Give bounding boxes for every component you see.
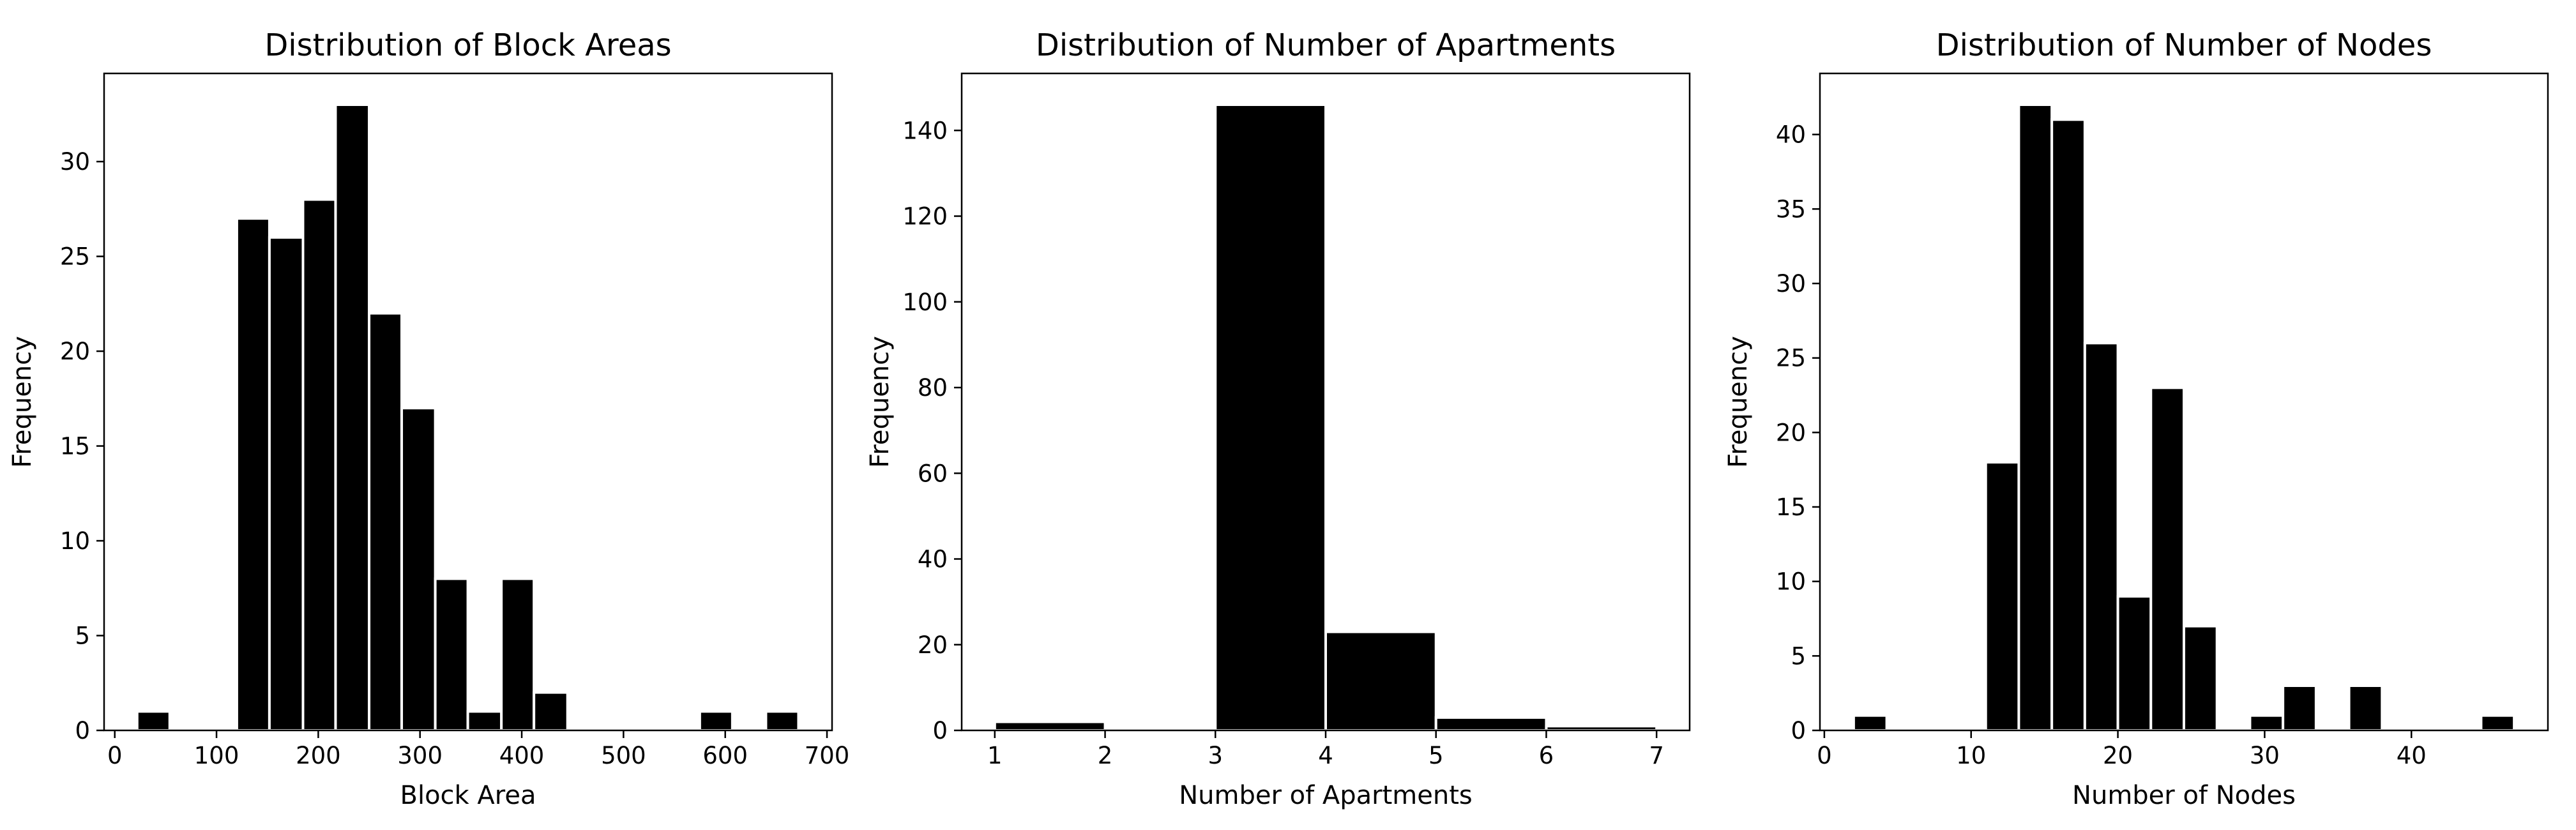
y-tick-label: 30 (60, 148, 90, 176)
histogram-bar (764, 710, 800, 732)
histogram-bar (400, 407, 437, 732)
x-tick-label: 6 (1539, 742, 1554, 769)
y-axis-label: Frequency (8, 336, 37, 468)
histogram-bar (2347, 684, 2384, 732)
x-axis-label: Number of Apartments (1179, 781, 1473, 810)
x-tick-label: 0 (107, 742, 123, 769)
histogram-bar (1852, 714, 1888, 732)
x-tick-label: 500 (601, 742, 646, 769)
x-tick-label: 600 (702, 742, 748, 769)
histogram-bar (993, 720, 1107, 732)
histogram-bar (135, 710, 171, 732)
x-tick-label: 400 (499, 742, 545, 769)
x-tick-label: 5 (1428, 742, 1444, 769)
x-tick-label: 2 (1098, 742, 1113, 769)
histogram-bar (2149, 386, 2186, 732)
histogram-bar (434, 577, 469, 732)
x-tick-label: 100 (194, 742, 239, 769)
x-tick-label: 40 (2397, 742, 2427, 769)
x-axis-label: Number of Nodes (2072, 781, 2296, 810)
chart-number-of-apartments: 1 2 3 4 5 6 7 0 20 40 60 80 100 120 140 Distribution of… (865, 27, 1691, 810)
chart-title: Distribution of Block Areas (264, 27, 671, 63)
histogram-bar (698, 710, 734, 732)
x-tick-label: 30 (2250, 742, 2280, 769)
x-axis-label: Block Area (400, 781, 536, 810)
y-tick-label: 10 (60, 527, 90, 555)
histogram-bar (1984, 461, 2020, 732)
histogram-bar (1214, 103, 1327, 732)
y-tick-label: 5 (1791, 642, 1806, 670)
y-tick-label: 25 (60, 243, 90, 271)
histogram-bar (1434, 716, 1548, 732)
y-tick-label: 0 (932, 717, 948, 744)
y-tick-label: 30 (1776, 270, 1806, 298)
y-tick-label: 100 (902, 289, 948, 316)
y-tick-label: 15 (60, 433, 90, 460)
y-tick-label: 25 (1776, 345, 1806, 372)
x-tick-label: 300 (397, 742, 443, 769)
histogram-bar (2116, 595, 2153, 732)
y-tick-label: 80 (918, 374, 948, 402)
histogram-bar (368, 312, 404, 732)
y-axis-label: Frequency (865, 336, 895, 468)
histogram-bar (2183, 624, 2218, 732)
histogram-bar (301, 198, 337, 732)
histogram-bar (1324, 630, 1437, 732)
y-tick-label: 40 (1776, 121, 1806, 149)
x-tick-label: 3 (1208, 742, 1223, 769)
histogram-bar (500, 577, 536, 732)
histogram-bar (2050, 118, 2086, 732)
axes-frame (103, 72, 833, 732)
axes-frame (1819, 72, 2549, 732)
y-tick-label: 0 (75, 717, 90, 744)
x-tick-label: 4 (1318, 742, 1333, 769)
x-tick-label: 10 (1956, 742, 1986, 769)
chart-block-areas: 0 100 200 300 400 500 600 700 0 5 10 15 20 25 30 Distri… (8, 27, 849, 810)
y-tick-label: 15 (1776, 494, 1806, 521)
x-tick-label: 700 (805, 742, 850, 769)
histogram-bar (235, 217, 271, 732)
x-tick-label: 20 (2103, 742, 2133, 769)
y-tick-label: 140 (902, 117, 948, 144)
y-axis-label: Frequency (1724, 336, 1753, 468)
y-tick-label: 35 (1776, 195, 1806, 223)
chart-number-of-nodes: 0 10 20 30 40 0 5 10 15 20 25 30 35 40 Distribution of… (1724, 27, 2549, 810)
x-tick-label: 0 (1817, 742, 1832, 769)
histogram-bar (466, 710, 503, 732)
histogram-bar (268, 236, 305, 732)
histogram-bar (2083, 342, 2119, 732)
y-tick-label: 10 (1776, 568, 1806, 596)
chart-title: Distribution of Number of Apartments (1036, 27, 1616, 63)
histogram-bar (2017, 103, 2054, 732)
y-tick-label: 20 (918, 631, 948, 659)
histogram-bar (334, 103, 371, 732)
x-tick-label: 1 (987, 742, 1003, 769)
chart-title: Distribution of Number of Nodes (1936, 27, 2432, 63)
y-tick-label: 40 (918, 546, 948, 573)
histogram-bar (2480, 714, 2516, 732)
y-tick-label: 120 (902, 203, 948, 230)
histogram-bar (2248, 714, 2285, 732)
y-tick-label: 5 (75, 622, 90, 650)
x-tick-label: 200 (296, 742, 341, 769)
y-tick-label: 20 (1776, 419, 1806, 446)
y-tick-label: 20 (60, 338, 90, 365)
y-tick-label: 0 (1791, 717, 1806, 744)
y-tick-label: 60 (918, 460, 948, 487)
histogram-bar (533, 691, 569, 732)
histogram-bar (2282, 684, 2317, 732)
x-tick-label: 7 (1649, 742, 1664, 769)
